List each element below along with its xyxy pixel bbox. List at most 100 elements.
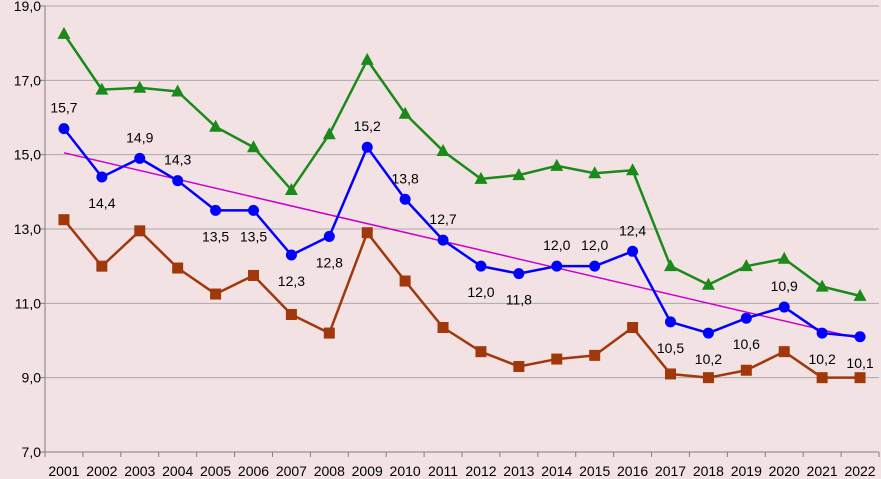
- brown-square-series-point: [323, 327, 335, 339]
- data-label: 14,4: [88, 195, 115, 211]
- data-label: 13,8: [392, 170, 419, 186]
- green-triangle-series-point: [436, 143, 450, 156]
- series-group: [57, 26, 867, 384]
- brown-square-series-point: [96, 260, 108, 272]
- green-triangle-series-point: [171, 84, 185, 97]
- brown-square-series-point: [816, 372, 828, 384]
- brown-square-series-point: [854, 372, 866, 384]
- x-tick-label: 2015: [579, 463, 610, 479]
- green-triangle-series-point: [701, 277, 715, 290]
- blue-circle-series-point: [134, 152, 146, 164]
- x-tick-label: 2006: [238, 463, 269, 479]
- x-tick-label: 2014: [541, 463, 572, 479]
- x-tick-label: 2002: [86, 463, 117, 479]
- green-triangle-series-point: [247, 140, 260, 153]
- data-label: 10,6: [733, 336, 760, 352]
- green-triangle-series-point: [626, 163, 640, 176]
- brown-square-series-point: [778, 346, 790, 358]
- x-tick-label: 2017: [655, 463, 686, 479]
- green-triangle-series-point: [360, 52, 374, 65]
- brown-square-series-point: [740, 364, 752, 376]
- green-triangle-series-point: [95, 82, 109, 95]
- data-label: 10,5: [657, 340, 684, 356]
- data-label: 10,2: [695, 351, 722, 367]
- blue-circle-series-point: [740, 312, 752, 324]
- x-tick-label: 2007: [276, 463, 307, 479]
- y-tick-label: 17,0: [14, 72, 41, 88]
- data-label: 10,1: [846, 355, 873, 371]
- blue-circle-series-point: [702, 327, 714, 339]
- y-tick-label: 15,0: [14, 147, 41, 163]
- x-tick-label: 2011: [428, 463, 458, 479]
- data-label: 12,0: [467, 284, 494, 300]
- blue-circle-series-point: [96, 171, 108, 183]
- y-axis-ticks: 7,0 9,0 11,0 13,0 15,0 17,0 19,0: [14, 0, 45, 460]
- x-tick-label: 2020: [769, 463, 800, 479]
- data-label: 12,0: [543, 237, 570, 253]
- data-label: 15,2: [354, 118, 381, 134]
- brown-square-series-point: [437, 321, 449, 333]
- blue-circle-series-point: [816, 327, 828, 339]
- green-triangle-series-point: [853, 288, 867, 301]
- data-label: 14,3: [164, 152, 191, 168]
- data-label: 13,5: [202, 228, 229, 244]
- brown-square-series-point: [248, 269, 259, 281]
- data-labels: 15,7 14,4 14,9 14,3 13,5 13,5 12,3 12,8 15,2 13,8…: [50, 100, 874, 371]
- x-tick-label: 2010: [390, 463, 421, 479]
- green-triangle-series-point: [550, 158, 564, 171]
- y-tick-label: 7,0: [22, 444, 42, 460]
- green-triangle-series-point: [815, 279, 829, 292]
- blue-circle-series-point: [285, 249, 297, 261]
- green-triangle-series-point: [512, 168, 526, 181]
- x-tick-label: 2008: [314, 463, 345, 479]
- brown-square-series-point: [475, 346, 487, 358]
- trendline-group: [63, 152, 861, 340]
- green-triangle-series-point: [57, 26, 71, 39]
- trendline: [63, 152, 861, 340]
- y-tick-label: 11,0: [15, 295, 41, 311]
- brown-square-series-point: [627, 321, 639, 333]
- x-tick-label: 2005: [200, 463, 231, 479]
- y-tick-label: 9,0: [22, 370, 42, 386]
- brown-square-series-point: [58, 214, 70, 226]
- brown-square-series-point: [399, 275, 411, 287]
- green-triangle-series-point: [474, 171, 488, 184]
- brown-square-series-line: [62, 218, 861, 379]
- brown-square-series-point: [285, 308, 297, 320]
- data-label: 10,2: [809, 351, 836, 367]
- blue-circle-series-point: [248, 204, 259, 216]
- blue-circle-series-point: [627, 245, 639, 257]
- blue-circle-series-point: [665, 316, 676, 328]
- x-tick-label: 2013: [503, 463, 534, 479]
- x-tick-label: 2012: [465, 463, 496, 479]
- brown-square-series-point: [589, 349, 601, 361]
- green-triangle-series-point: [588, 166, 602, 179]
- green-triangle-series-point: [664, 259, 677, 272]
- x-tick-label: 2009: [352, 463, 383, 479]
- x-tick-label: 2001: [48, 463, 79, 479]
- gridlines: [45, 5, 879, 379]
- y-tick-label: 19,0: [14, 0, 41, 14]
- x-tick-label: 2003: [124, 463, 155, 479]
- green-triangle-series-point: [777, 251, 791, 264]
- x-tick-label: 2004: [162, 463, 193, 479]
- green-triangle-series-line: [62, 33, 861, 298]
- brown-square-series-point: [210, 288, 222, 300]
- data-label: 14,9: [126, 129, 153, 145]
- data-label: 15,7: [50, 100, 77, 116]
- green-triangle-series-point: [322, 127, 336, 140]
- data-label: 12,3: [278, 273, 305, 289]
- blue-circle-series-point: [513, 268, 525, 280]
- blue-circle-series-point: [854, 331, 866, 343]
- green-triangle-series-point: [739, 259, 753, 272]
- blue-circle-series-point: [210, 204, 222, 216]
- data-label: 10,9: [771, 278, 798, 294]
- data-label: 12,8: [316, 254, 343, 270]
- x-axis-ticks: 2001 2002 2003 2004 2005 2006 2007 2008 2009 2010…: [44, 452, 880, 479]
- x-tick-label: 2019: [731, 463, 762, 479]
- green-triangle-series-point: [398, 106, 412, 119]
- blue-circle-series-point: [589, 260, 601, 272]
- blue-circle-series-point: [361, 141, 373, 153]
- brown-square-series-point: [134, 225, 146, 237]
